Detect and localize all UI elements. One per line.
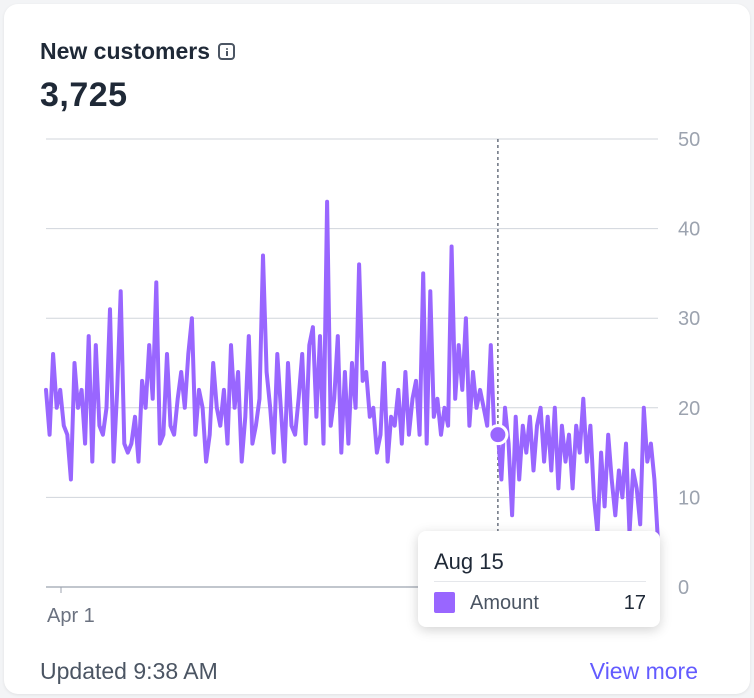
y-tick-label: 0	[678, 577, 689, 599]
series-line	[44, 199, 497, 482]
highlight-point	[487, 424, 509, 446]
tooltip-series-label: Amount	[470, 592, 539, 614]
info-icon[interactable]	[218, 43, 236, 60]
tooltip-value: 17	[623, 592, 646, 614]
view-more-link[interactable]: View more	[589, 658, 698, 684]
y-tick-label: 50	[678, 129, 700, 151]
updated-timestamp: Updated 9:38 AM	[40, 658, 218, 684]
x-tick-label: Apr 1	[47, 605, 95, 627]
metric-value: 3,725	[40, 76, 128, 114]
y-tick-label: 10	[678, 487, 700, 509]
line-chart[interactable]: 0 10 20 30 40 50 Apr 1	[4, 4, 750, 644]
chart-card: New customers 3,725 0 10 20 30 40 50 Apr 1 Aug…	[4, 4, 750, 694]
tooltip-divider	[434, 581, 646, 582]
y-tick-label: 20	[678, 398, 700, 420]
card-title: New customers	[40, 38, 211, 64]
chart-tooltip: Aug 15 Amount 17	[418, 531, 660, 627]
series-line-current	[492, 396, 660, 545]
y-tick-label: 40	[678, 219, 700, 241]
title-row: New customers	[40, 38, 236, 65]
tooltip-date: Aug 15	[434, 549, 504, 574]
y-tick-label: 30	[678, 308, 700, 330]
tooltip-series-swatch	[434, 592, 455, 613]
